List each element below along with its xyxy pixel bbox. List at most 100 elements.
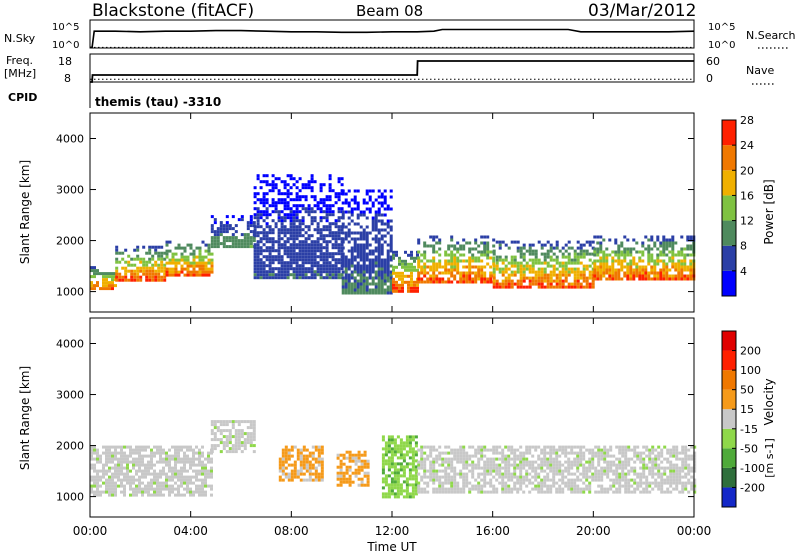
velocity-cell: [507, 472, 511, 476]
power-cell: [337, 210, 341, 214]
power-cell: [374, 210, 378, 214]
velocity-cell: [684, 481, 688, 485]
velocity-cell: [405, 462, 409, 466]
velocity-cell: [660, 490, 664, 494]
velocity-cell: [627, 472, 631, 476]
velocity-cell: [299, 448, 303, 452]
velocity-cell: [651, 463, 655, 467]
velocity-cell: [492, 484, 496, 488]
velocity-cell: [528, 448, 532, 452]
power-cell: [183, 261, 187, 265]
velocity-cell: [198, 490, 201, 494]
power-cell: [310, 180, 314, 184]
velocity-cell: [540, 463, 544, 467]
power-cell: [489, 280, 493, 284]
power-cell: [665, 265, 669, 269]
velocity-cell: [429, 466, 433, 470]
velocity-heatmap: [90, 420, 697, 499]
velocity-cell: [468, 463, 472, 467]
velocity-cell: [573, 463, 577, 467]
power-cell: [468, 280, 472, 284]
power-cell: [325, 270, 329, 274]
velocity-cell: [435, 469, 439, 473]
velocity-cell: [402, 459, 406, 463]
velocity-cell: [567, 463, 571, 467]
power-cell: [301, 228, 305, 232]
velocity-cell: [420, 445, 424, 449]
velocity-cell: [609, 469, 613, 473]
power-cell: [677, 253, 681, 257]
power-cell: [602, 262, 606, 266]
velocity-cell: [159, 448, 162, 452]
velocity-cell: [450, 463, 454, 467]
velocity-cell: [153, 454, 156, 458]
power-cell: [668, 277, 672, 281]
power-cell: [347, 279, 351, 283]
power-cell: [331, 255, 335, 259]
power-cell: [365, 288, 369, 292]
velocity-cell: [441, 469, 445, 473]
velocity-cell: [222, 444, 226, 448]
power-cell: [423, 274, 427, 278]
power-cell: [313, 198, 317, 202]
power-cell: [659, 244, 663, 248]
velocity-cell: [141, 490, 144, 494]
velocity-cell: [195, 487, 198, 491]
power-cell: [359, 276, 363, 280]
velocity-cell: [90, 475, 93, 479]
power-cell: [368, 282, 372, 286]
power-cell: [513, 264, 517, 268]
velocity-cell: [519, 487, 523, 491]
power-cell: [265, 276, 269, 280]
power-cell: [171, 258, 175, 262]
velocity-cell: [414, 489, 418, 493]
velocity-cell: [624, 475, 628, 479]
power-cell: [271, 219, 275, 223]
power-cell: [549, 285, 553, 289]
power-cell: [298, 204, 302, 208]
power-cell: [626, 262, 630, 266]
velocity-cell: [567, 481, 571, 485]
power-cell: [483, 250, 487, 254]
velocity-cell: [417, 487, 421, 491]
velocity-cell: [314, 457, 318, 461]
power-cell: [189, 243, 193, 247]
power-cell: [347, 210, 351, 214]
power-cell: [386, 261, 390, 265]
velocity-cell: [90, 466, 93, 470]
velocity-cell: [453, 466, 457, 470]
power-cell: [243, 242, 247, 246]
velocity-cell: [228, 432, 232, 436]
power-cell: [407, 268, 410, 272]
velocity-cell: [426, 454, 430, 458]
power-cell: [453, 268, 457, 272]
power-cell: [477, 259, 481, 263]
power-cell: [277, 213, 281, 217]
velocity-cell: [105, 487, 108, 491]
power-cell: [653, 271, 657, 275]
power-cell: [295, 246, 299, 250]
power-cell: [253, 243, 257, 247]
power-cell: [486, 277, 490, 281]
velocity-cell: [495, 457, 499, 461]
velocity-cell: [582, 475, 586, 479]
power-cell: [341, 240, 345, 244]
power-cell: [555, 267, 559, 271]
velocity-cell: [243, 444, 247, 448]
velocity-cell: [492, 469, 496, 473]
power-cell: [462, 274, 466, 278]
power-cell: [483, 280, 487, 284]
velocity-cell: [609, 463, 613, 467]
power-cell: [177, 261, 181, 265]
power-cell: [171, 270, 175, 274]
velocity-cell: [501, 481, 505, 485]
velocity-cell: [414, 483, 418, 487]
power-cell: [289, 273, 293, 277]
velocity-cell: [305, 448, 309, 452]
velocity-cell: [570, 478, 574, 482]
power-cell: [564, 264, 568, 268]
power-cell: [130, 278, 134, 282]
power-cell: [483, 265, 487, 269]
power-cell: [549, 264, 553, 268]
velocity-cell: [564, 448, 568, 452]
